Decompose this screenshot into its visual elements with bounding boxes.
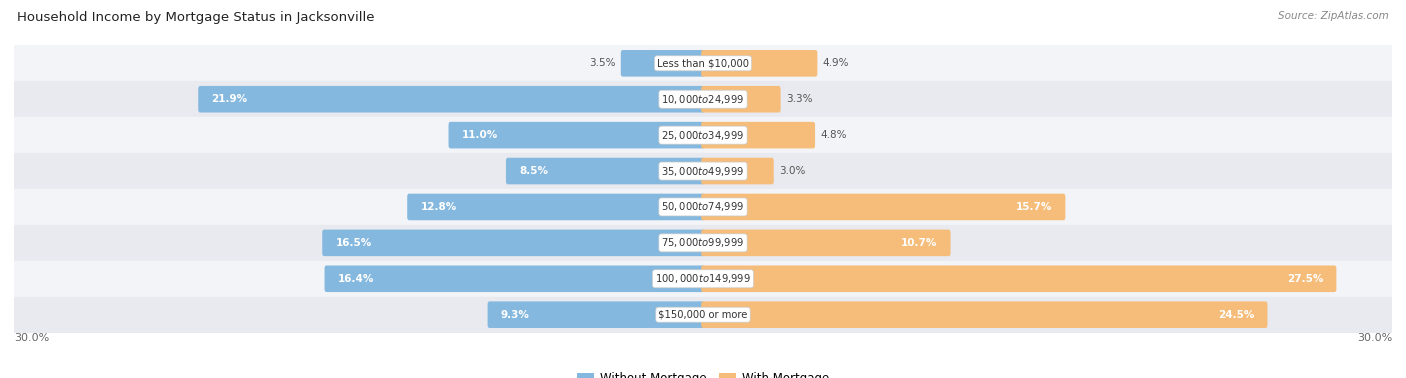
Text: $75,000 to $99,999: $75,000 to $99,999 — [661, 236, 745, 249]
Text: 8.5%: 8.5% — [519, 166, 548, 176]
FancyBboxPatch shape — [702, 50, 817, 77]
Text: 30.0%: 30.0% — [1357, 333, 1392, 342]
Text: $10,000 to $24,999: $10,000 to $24,999 — [661, 93, 745, 106]
Bar — [0, 297, 1406, 333]
Text: 12.8%: 12.8% — [420, 202, 457, 212]
Text: 16.5%: 16.5% — [336, 238, 371, 248]
Text: 3.0%: 3.0% — [779, 166, 806, 176]
Text: $150,000 or more: $150,000 or more — [658, 310, 748, 320]
Text: 21.9%: 21.9% — [211, 94, 247, 104]
Text: 9.3%: 9.3% — [501, 310, 530, 320]
Text: 11.0%: 11.0% — [461, 130, 498, 140]
Legend: Without Mortgage, With Mortgage: Without Mortgage, With Mortgage — [572, 367, 834, 378]
FancyBboxPatch shape — [322, 229, 704, 256]
Text: $35,000 to $49,999: $35,000 to $49,999 — [661, 164, 745, 178]
Text: 3.5%: 3.5% — [589, 58, 616, 68]
Bar — [0, 153, 1406, 189]
Text: 30.0%: 30.0% — [14, 333, 49, 342]
FancyBboxPatch shape — [702, 194, 1066, 220]
Bar — [0, 261, 1406, 297]
FancyBboxPatch shape — [408, 194, 704, 220]
FancyBboxPatch shape — [198, 86, 704, 113]
Text: Source: ZipAtlas.com: Source: ZipAtlas.com — [1278, 11, 1389, 21]
Text: $50,000 to $74,999: $50,000 to $74,999 — [661, 200, 745, 214]
FancyBboxPatch shape — [325, 265, 704, 292]
Text: Household Income by Mortgage Status in Jacksonville: Household Income by Mortgage Status in J… — [17, 11, 374, 24]
Bar — [0, 189, 1406, 225]
Text: 4.8%: 4.8% — [820, 130, 846, 140]
Text: Less than $10,000: Less than $10,000 — [657, 58, 749, 68]
Text: 10.7%: 10.7% — [901, 238, 938, 248]
Bar — [0, 45, 1406, 81]
FancyBboxPatch shape — [449, 122, 704, 149]
Text: 4.9%: 4.9% — [823, 58, 849, 68]
Text: $100,000 to $149,999: $100,000 to $149,999 — [655, 272, 751, 285]
FancyBboxPatch shape — [702, 265, 1336, 292]
Bar — [0, 81, 1406, 117]
FancyBboxPatch shape — [702, 122, 815, 149]
FancyBboxPatch shape — [506, 158, 704, 184]
FancyBboxPatch shape — [702, 158, 773, 184]
Text: 15.7%: 15.7% — [1015, 202, 1052, 212]
Bar — [0, 117, 1406, 153]
FancyBboxPatch shape — [702, 229, 950, 256]
Text: 3.3%: 3.3% — [786, 94, 813, 104]
FancyBboxPatch shape — [621, 50, 704, 77]
FancyBboxPatch shape — [702, 86, 780, 113]
Bar — [0, 225, 1406, 261]
Text: 27.5%: 27.5% — [1286, 274, 1323, 284]
FancyBboxPatch shape — [702, 301, 1267, 328]
FancyBboxPatch shape — [488, 301, 704, 328]
Text: 16.4%: 16.4% — [337, 274, 374, 284]
Text: 24.5%: 24.5% — [1218, 310, 1254, 320]
Text: $25,000 to $34,999: $25,000 to $34,999 — [661, 129, 745, 142]
